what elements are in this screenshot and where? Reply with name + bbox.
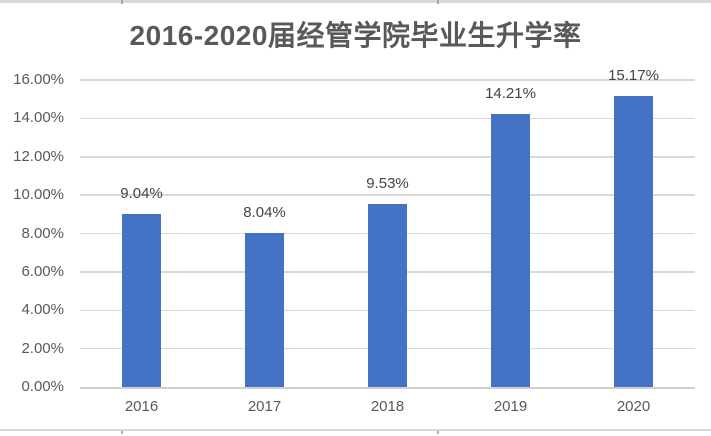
- x-axis-label: 2016: [124, 398, 159, 415]
- sheet-column-separator: [437, 0, 439, 4]
- x-axis-label: 2018: [370, 398, 405, 415]
- x-axis-label: 2019: [493, 398, 528, 415]
- chart-title: 2016-2020届经管学院毕业生升学率: [129, 20, 582, 51]
- bar[interactable]: [245, 232, 284, 387]
- bar-data-label: 9.04%: [120, 184, 163, 202]
- bar-data-label: 9.53%: [366, 175, 409, 193]
- sheet-row-border-bottom: [0, 429, 711, 431]
- bar[interactable]: [614, 95, 653, 387]
- y-axis-label: 14.00%: [13, 109, 64, 127]
- gridline: [80, 79, 695, 81]
- y-axis-label: 6.00%: [21, 262, 64, 280]
- bar[interactable]: [491, 114, 530, 387]
- y-axis-label: 8.00%: [21, 224, 64, 242]
- sheet-column-separator: [437, 431, 439, 434]
- gridline: [80, 117, 695, 120]
- bar[interactable]: [122, 213, 161, 387]
- bar-data-label: 14.21%: [485, 85, 536, 103]
- sheet-row-border-top: [0, 0, 711, 3]
- y-axis-label: 0.00%: [21, 378, 64, 395]
- y-axis-label: 16.00%: [13, 71, 64, 88]
- x-axis-label: 2017: [247, 398, 282, 415]
- bar-data-label: 8.04%: [243, 203, 286, 221]
- y-axis-label: 2.00%: [21, 339, 64, 357]
- y-axis-label: 4.00%: [21, 301, 64, 319]
- sheet-column-separator: [121, 0, 123, 4]
- y-axis-label: 10.00%: [13, 186, 64, 204]
- plot-area: [80, 79, 695, 389]
- gridline: [80, 194, 695, 196]
- bar-data-label: 15.17%: [608, 66, 659, 84]
- sheet-column-separator: [121, 431, 123, 434]
- gridline: [80, 156, 695, 158]
- bar[interactable]: [368, 204, 407, 387]
- y-axis-label: 12.00%: [13, 147, 64, 165]
- x-axis-baseline: [80, 387, 695, 389]
- x-axis-label: 2020: [616, 398, 651, 415]
